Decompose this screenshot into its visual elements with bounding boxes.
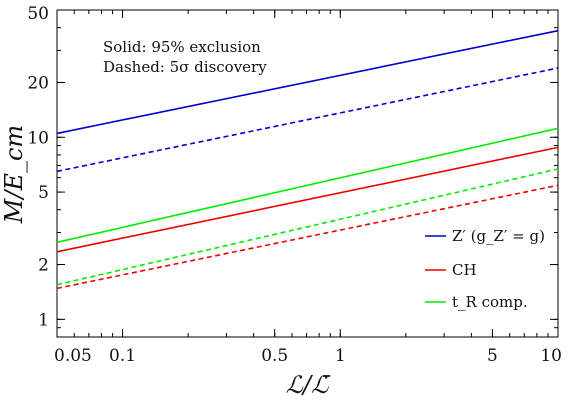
series-line-4 — [56, 168, 559, 286]
x-tick-label: 0.1 — [109, 346, 136, 366]
series-line-1 — [56, 67, 559, 173]
x-tick-label: 5 — [487, 346, 498, 366]
y-tick-label: 10 — [27, 128, 49, 148]
tick-labels: 0.05 0.1 0.5 1 5 10 1 2 5 10 20 50 — [27, 4, 562, 366]
series-layer — [56, 29, 559, 290]
y-axis-title: M/E_cm — [0, 125, 28, 224]
y-tick-label: 20 — [27, 73, 49, 93]
legend: Z′ (g_Z′ = g) CH t_R comp. — [425, 227, 545, 311]
y-tick-label: 2 — [38, 256, 49, 276]
series-line-2 — [56, 127, 559, 244]
annotation-dashed: Dashed: 5σ discovery — [103, 58, 267, 76]
series-line-0 — [56, 29, 559, 135]
series-line-5 — [56, 184, 559, 290]
x-tick-label: 1 — [335, 346, 346, 366]
plot-frame — [56, 9, 559, 338]
x-tick-label: 0.5 — [261, 346, 288, 366]
y-tick-label: 5 — [38, 183, 49, 203]
legend-label-ch: CH — [452, 261, 477, 279]
ticks — [56, 9, 559, 338]
annotation-solid: Solid: 95% exclusion — [103, 38, 261, 56]
series-line-3 — [56, 146, 559, 253]
y-tick-label: 50 — [27, 4, 49, 24]
x-axis-title: ℒ/ℒ̄ — [286, 371, 332, 399]
y-tick-label: 1 — [38, 310, 49, 330]
x-tick-label: 10 — [540, 346, 562, 366]
legend-label-tr: t_R comp. — [452, 293, 528, 311]
x-tick-label: 0.05 — [54, 346, 92, 366]
legend-label-zprime: Z′ (g_Z′ = g) — [452, 227, 545, 245]
